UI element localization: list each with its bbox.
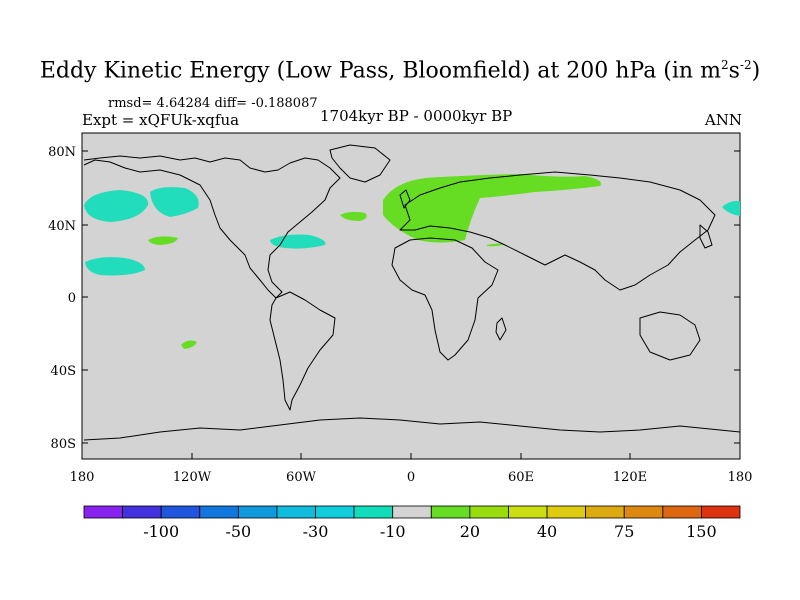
lat-label-80N: 80N (48, 145, 76, 160)
lon-tick-180-west: 180 (70, 453, 95, 485)
period-label: 1704kyr BP - 0000kyr BP (320, 107, 513, 125)
coastline-japan (699, 224, 713, 249)
colorbar-label-4: 20 (460, 522, 480, 541)
positive-patch-mid-atlantic (340, 211, 367, 221)
colorbar-box-8 (392, 505, 432, 519)
coastline-madagascar (495, 317, 507, 341)
latitude-axis: 80N 40N 0 40S 80S (48, 145, 740, 452)
positive-patch-npac-small (148, 236, 178, 245)
colorbar: -100 -50 -30 -10 20 40 75 150 (83, 505, 741, 541)
lon-tick-120E: 120E (613, 453, 647, 485)
lon-tick-120W: 120W (173, 453, 212, 485)
colorbar-box-9 (430, 505, 471, 519)
lon-label-60E: 60E (508, 470, 534, 485)
longitude-axis: 180 120W 60W 0 60E 120E 180 (70, 453, 753, 485)
colorbar-label-5: 40 (537, 522, 557, 541)
colorbar-box-10 (469, 505, 509, 519)
coastlines (83, 144, 741, 441)
lat-tick-40N: 40N (48, 219, 740, 234)
colorbar-box-1 (122, 505, 162, 519)
coastline-north-america (83, 155, 341, 299)
coastline-eurasia (399, 171, 716, 291)
lat-tick-80N: 80N (48, 145, 740, 160)
positive-patch-middle-east (487, 243, 505, 247)
colorbar-box-7 (353, 505, 394, 519)
lon-tick-180-east: 180 (728, 453, 753, 485)
colorbar-box-15 (662, 505, 702, 519)
lat-label-40S: 40S (51, 364, 76, 379)
negative-patch-subtrop-pac (85, 257, 145, 276)
lon-label-180-east: 180 (728, 470, 753, 485)
lon-tick-60E: 60E (508, 453, 534, 485)
colorbar-label-2: -30 (303, 522, 329, 541)
anomaly-layer (84, 174, 740, 349)
colorbar-box-2 (160, 505, 201, 519)
lat-tick-80S: 80S (51, 437, 740, 452)
lon-tick-0: 0 (407, 453, 415, 485)
coastline-greenland (329, 144, 391, 183)
colorbar-label-7: 150 (686, 522, 717, 541)
colorbar-box-5 (276, 505, 316, 519)
lon-tick-60W: 60W (286, 453, 317, 485)
lon-label-120E: 120E (613, 470, 647, 485)
coastline-south-america (269, 291, 336, 411)
negative-patch-npac-west (84, 190, 149, 222)
coastline-british-isles (399, 189, 411, 209)
colorbar-box-14 (623, 505, 664, 519)
lon-label-120W: 120W (173, 470, 212, 485)
lat-tick-40S: 40S (51, 364, 740, 379)
lon-label-0: 0 (407, 470, 415, 485)
colorbar-label-6: 75 (614, 522, 634, 541)
experiment-label: Expt = xQFUk-xqfua (82, 111, 240, 129)
colorbar-box-6 (315, 505, 355, 519)
colorbar-label-0: -100 (143, 522, 179, 541)
lon-label-60W: 60W (286, 470, 317, 485)
coastline-antarctica (83, 417, 741, 441)
lat-label-40N: 40N (48, 219, 76, 234)
coastline-africa (391, 237, 499, 361)
colorbar-box-0 (83, 505, 123, 519)
colorbar-label-1: -50 (225, 522, 251, 541)
colorbar-box-11 (508, 505, 548, 519)
colorbar-box-3 (199, 505, 239, 519)
chart-title: Eddy Kinetic Energy (Low Pass, Bloomfiel… (39, 58, 761, 84)
lon-label-180-west: 180 (70, 470, 95, 485)
colorbar-box-13 (585, 505, 625, 519)
colorbar-box-16 (701, 505, 741, 519)
lat-label-80S: 80S (51, 437, 76, 452)
negative-patch-npac-far-east (722, 200, 740, 216)
colorbar-label-3: -10 (380, 522, 406, 541)
positive-patch-europe (383, 174, 601, 243)
colorbar-box-4 (237, 505, 278, 519)
negative-patch-npac-east (150, 187, 199, 217)
coastline-australia (639, 311, 701, 361)
positive-patch-south-pacific (181, 340, 197, 349)
season-label: ANN (704, 111, 742, 129)
colorbar-box-12 (546, 505, 587, 519)
lat-tick-0: 0 (68, 291, 740, 306)
lat-label-0: 0 (68, 291, 76, 306)
stats-text: rmsd= 4.64284 diff= -0.188087 (108, 96, 318, 111)
